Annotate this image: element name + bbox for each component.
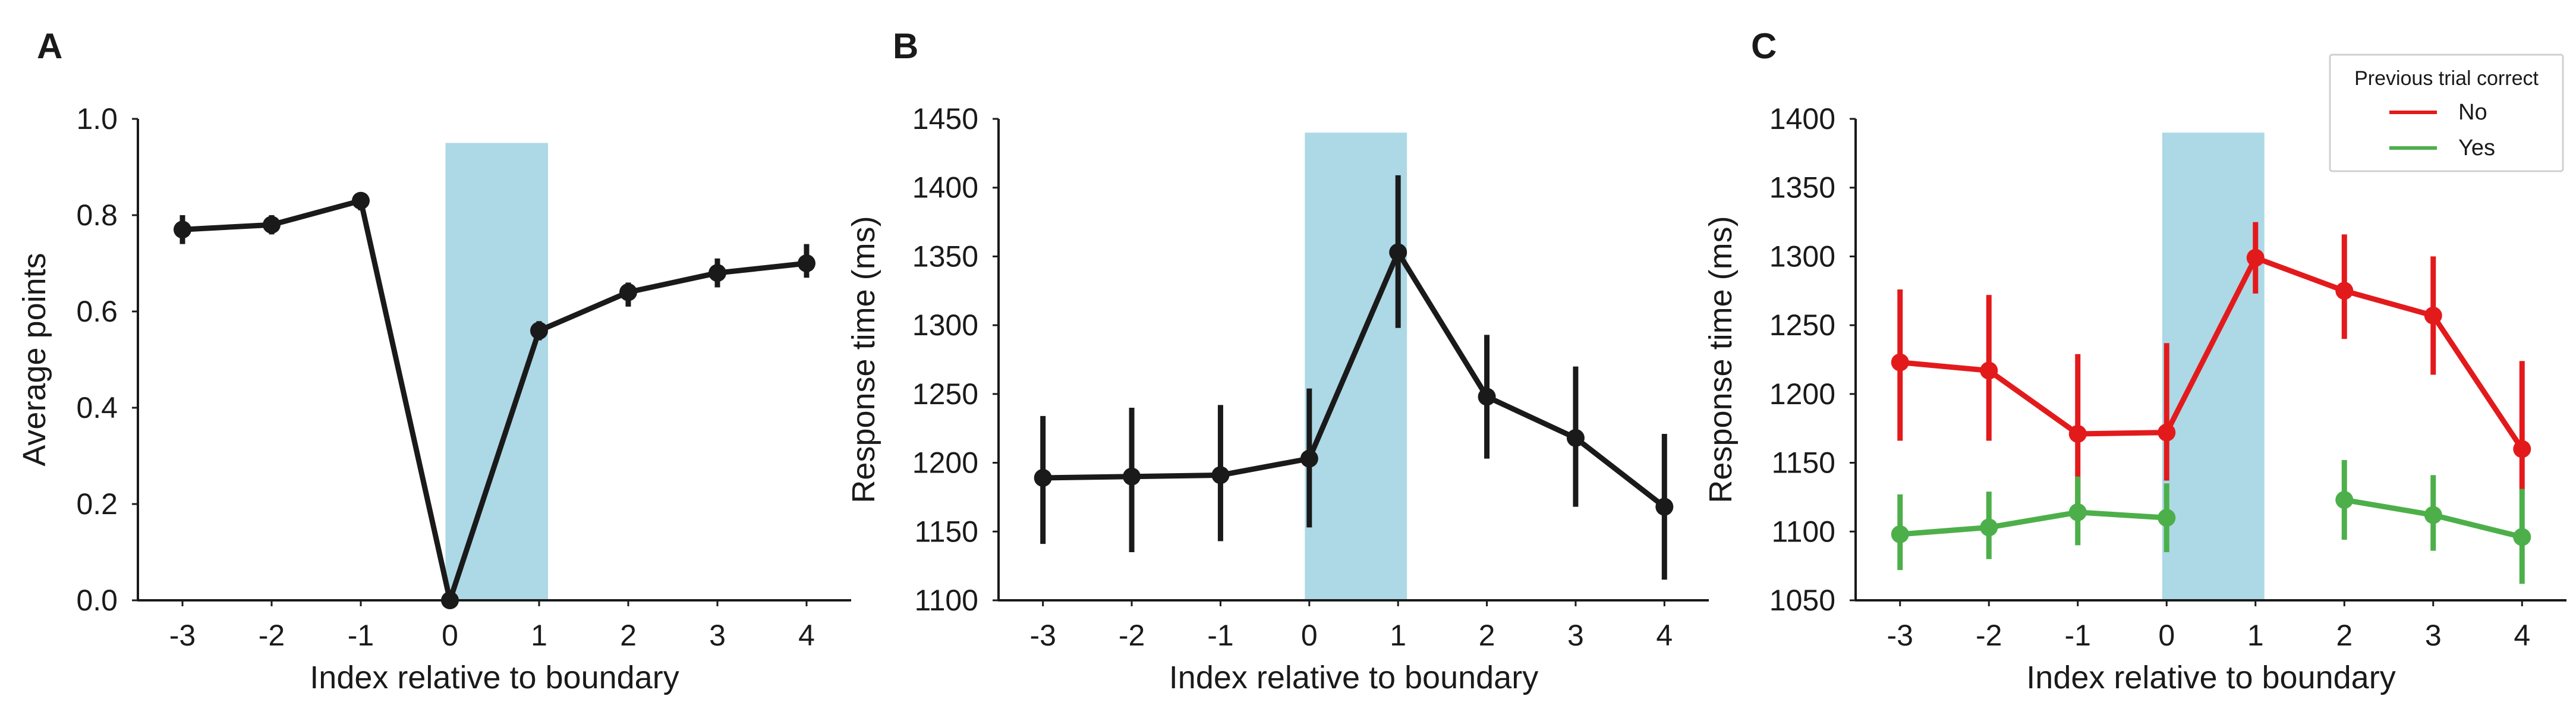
panel-c-ytick-label: 1200 xyxy=(1769,377,1835,411)
panel-c-series-yes-point xyxy=(2513,528,2531,546)
panel-c-series-no-line xyxy=(1897,255,2525,452)
panel-a-xtick-label: 2 xyxy=(620,619,637,652)
panel-c-ytick-label: 1300 xyxy=(1769,240,1835,273)
panel-b-xtick-label: -3 xyxy=(1029,619,1056,652)
panel-c-boundary-highlight xyxy=(2162,133,2265,601)
panel-c-series-no-point xyxy=(2424,306,2442,325)
panel-b-ytick-label: 1350 xyxy=(912,240,978,273)
panel-c-ylabel: Response time (ms) xyxy=(1703,216,1739,503)
panel-c-legend-box xyxy=(2329,53,2564,172)
panel-c-series-no-point xyxy=(2513,440,2531,458)
panel-b-xtick-label: 2 xyxy=(1479,619,1495,652)
panel-b-ytick-label: 1150 xyxy=(914,515,978,548)
panel-a-series-point xyxy=(530,322,548,340)
panel-a-xtick-label: 0 xyxy=(442,619,458,652)
panel-b-xtick-label: 3 xyxy=(1567,619,1584,652)
panel-b-series-line xyxy=(1040,249,1667,510)
panel-c-xlabel: Index relative to boundary xyxy=(2026,660,2395,695)
panel-c-ytick-label: 1350 xyxy=(1769,171,1835,204)
panel-b-series-point xyxy=(1566,429,1585,447)
panel-c-legend-label-yes: Yes xyxy=(2458,136,2495,160)
panel-a-ytick-label: 0.4 xyxy=(76,391,118,424)
panel-a-ytick-label: 1.0 xyxy=(76,102,118,136)
panel-a-xtick-label: 4 xyxy=(798,619,815,652)
panel-a-xtick-label: -2 xyxy=(259,619,285,652)
panel-c-series-no-point xyxy=(2068,424,2087,443)
panel-c-xtick-label: 3 xyxy=(2425,619,2442,652)
panel-c-ytick-label: 1400 xyxy=(1769,102,1835,136)
panel-b-ylabel: Response time (ms) xyxy=(846,216,881,503)
panel-a-series-point xyxy=(798,254,815,272)
panel-b-series-point xyxy=(1211,466,1230,484)
panel-c-series-yes-point xyxy=(2335,491,2354,509)
panel-a-series-line xyxy=(179,198,810,603)
panel-b-series-point xyxy=(1300,449,1318,468)
panel-c-ytick-label: 1150 xyxy=(1771,446,1835,480)
panel-b-xtick-label: -2 xyxy=(1119,619,1145,652)
panel-a-letter: A xyxy=(37,26,62,66)
panel-c-xtick-label: -3 xyxy=(1887,619,1913,652)
panel-a-xtick-label: -3 xyxy=(169,619,196,652)
panel-a-ytick-label: 0.6 xyxy=(76,295,118,328)
panel-c-xtick-label: 2 xyxy=(2336,619,2353,652)
panel-c-ytick-label: 1050 xyxy=(1769,584,1835,617)
panel-b-ytick-label: 1450 xyxy=(912,102,978,136)
panel-c-letter: C xyxy=(1751,26,1777,66)
panel-b-ytick-label: 1400 xyxy=(912,171,978,204)
panel-c-series-no-point xyxy=(2246,248,2265,267)
panel-c-xtick-label: 1 xyxy=(2247,619,2264,652)
panel-a-xtick-label: 3 xyxy=(709,619,726,652)
panel-b-xlabel: Index relative to boundary xyxy=(1169,660,1538,695)
panel-c-series-no-point xyxy=(1891,353,1909,371)
panel-b-ytick-label: 1100 xyxy=(914,584,978,617)
panel-b-xtick-label: 4 xyxy=(1656,619,1673,652)
panel-c-series-yes-point xyxy=(2424,506,2442,524)
panel-a-xtick-label: -1 xyxy=(348,619,374,652)
panel-a-ylabel: Average points xyxy=(17,253,52,466)
panel-c-series-yes-point xyxy=(1980,518,1998,537)
panel-b-ytick-label: 1300 xyxy=(912,308,978,342)
panel-b-boundary-highlight xyxy=(1305,133,1407,601)
panel-b-ytick-label: 1250 xyxy=(912,377,978,411)
panel-b-series-point xyxy=(1389,243,1407,262)
panel-b-series-point xyxy=(1655,497,1674,516)
panel-a-ytick-label: 0.8 xyxy=(76,199,118,232)
panel-b-letter: B xyxy=(893,26,918,66)
panel-b-xtick-label: 0 xyxy=(1301,619,1318,652)
panel-c-xtick-label: 0 xyxy=(2158,619,2175,652)
panel-c-series-yes-point xyxy=(2158,509,2176,527)
panel-c-xtick-label: 4 xyxy=(2514,619,2530,652)
panel-a-series-point xyxy=(441,591,459,609)
panel-a-series-point xyxy=(619,283,637,301)
panel-c-series-no-point xyxy=(2335,282,2354,300)
panel-b-series-point xyxy=(1478,388,1496,406)
panel-a-ytick-label: 0.0 xyxy=(76,584,118,617)
panel-a-series-point xyxy=(708,264,726,282)
panel-b-xtick-label: 1 xyxy=(1390,619,1406,652)
panel-a-xlabel: Index relative to boundary xyxy=(310,660,679,695)
panel-b-series-point xyxy=(1034,469,1052,487)
panel-c-xtick-label: -1 xyxy=(2065,619,2091,652)
panel-a-series-point xyxy=(263,216,281,234)
panel-c-series-yes-line xyxy=(1897,509,2169,537)
panel-b-xtick-label: -1 xyxy=(1207,619,1233,652)
panel-b-ytick-label: 1200 xyxy=(912,446,978,480)
panel-c-legend-label-no: No xyxy=(2458,100,2487,125)
panel-c-legend-title: Previous trial correct xyxy=(2354,67,2539,90)
panel-a-boundary-highlight xyxy=(445,143,548,600)
panel-c-ytick-label: 1250 xyxy=(1769,308,1835,342)
panel-a-xtick-label: 1 xyxy=(531,619,547,652)
panel-c-ytick-label: 1100 xyxy=(1771,515,1835,548)
panel-a-ytick-label: 0.2 xyxy=(76,487,118,521)
panel-c-series-yes-point xyxy=(2068,503,2087,521)
panel-c-series-no-point xyxy=(1980,361,1998,380)
panel-c-series-no-point xyxy=(2158,423,2176,442)
panel-a-series-point xyxy=(352,191,370,210)
panel-a-series-point xyxy=(174,221,191,239)
panel-b-series-point xyxy=(1123,467,1141,486)
panel-c-xtick-label: -2 xyxy=(1976,619,2002,652)
panel-c-series-yes-point xyxy=(1891,525,1909,543)
